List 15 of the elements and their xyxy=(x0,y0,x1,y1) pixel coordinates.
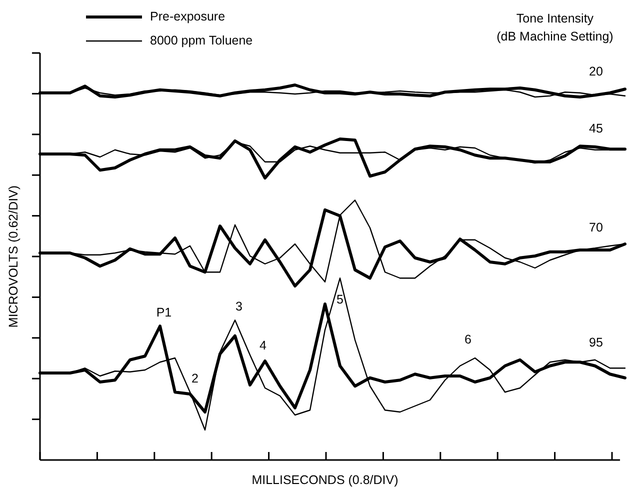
legend-label: Pre-exposure xyxy=(150,9,226,24)
annotation: 5 xyxy=(336,292,344,306)
annotation: 70 xyxy=(589,220,603,234)
annotation: P1 xyxy=(156,305,172,320)
annotation: 2 xyxy=(192,371,199,386)
x-axis-title: MILLISECONDS (0.8/DIV) xyxy=(252,473,398,487)
legend-label: 8000 ppm Toluene xyxy=(150,33,253,48)
text: 20 xyxy=(589,64,603,78)
annotation: 4 xyxy=(260,338,267,352)
annotation: 45 xyxy=(589,121,603,136)
annotation: 95 xyxy=(589,335,603,350)
annotation: 3 xyxy=(236,299,243,314)
legend-title: Tone Intensity (dB Machine Setting) xyxy=(496,11,614,44)
annotation: 6 xyxy=(464,332,472,346)
y-axis-title: MICROVOLTS (0.62/DIV) xyxy=(6,185,20,328)
